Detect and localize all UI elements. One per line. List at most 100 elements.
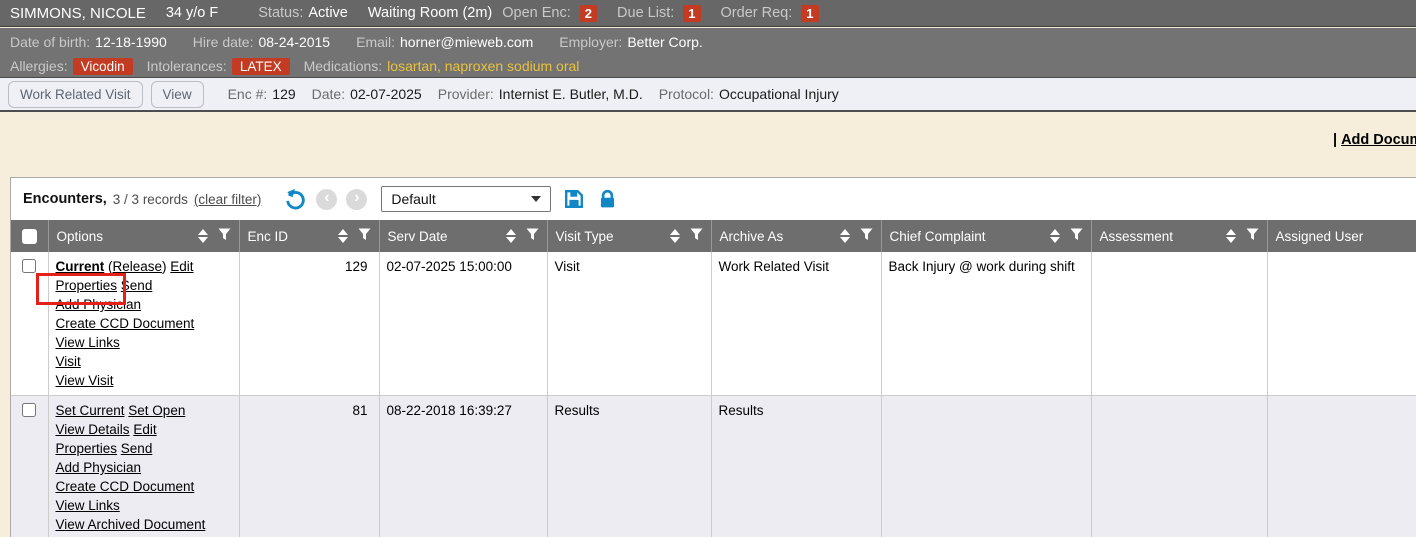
- column-label: Archive As: [719, 228, 784, 244]
- save-icon: [565, 190, 584, 208]
- cell-assessment: [1091, 252, 1268, 396]
- edit-link[interactable]: Edit: [170, 259, 194, 274]
- create-ccd-document-link[interactable]: Create CCD Document: [55, 479, 195, 494]
- options-line: Create CCD Document: [56, 314, 232, 333]
- allergies-label: Allergies:: [10, 58, 68, 74]
- create-ccd-document-link[interactable]: Create CCD Document: [55, 316, 195, 331]
- hire-date-value: 08-24-2015: [258, 34, 331, 50]
- filter-funnel-icon[interactable]: [1246, 228, 1259, 244]
- view-dropdown[interactable]: Default: [381, 186, 552, 212]
- current-link[interactable]: Current: [55, 259, 105, 274]
- order-req-count-badge[interactable]: 1: [801, 4, 819, 22]
- clear-filter-link[interactable]: (clear filter): [193, 191, 262, 207]
- view-links-link[interactable]: View Links: [55, 335, 120, 350]
- send-link[interactable]: Send: [120, 278, 153, 293]
- patient-age-sex: 34 y/o F: [165, 5, 219, 21]
- next-page-button[interactable]: ›: [346, 188, 368, 210]
- filter-funnel-icon[interactable]: [1070, 228, 1083, 244]
- sort-icon[interactable]: [337, 229, 348, 243]
- waiting-room-link[interactable]: Waiting Room (2m): [367, 5, 493, 21]
- sort-icon[interactable]: [669, 229, 680, 243]
- row-checkbox[interactable]: [22, 259, 37, 273]
- previous-page-button[interactable]: ‹: [316, 188, 338, 210]
- filter-funnel-icon[interactable]: [690, 228, 703, 244]
- lock-view-button[interactable]: [597, 188, 618, 210]
- patient-name: SIMMONS, NICOLE: [10, 4, 146, 22]
- release-link[interactable]: Release: [112, 259, 163, 274]
- email-value: horner@mieweb.com: [400, 34, 534, 50]
- sort-icon[interactable]: [197, 229, 208, 243]
- view-links-link[interactable]: View Links: [55, 498, 120, 513]
- sort-icon[interactable]: [505, 229, 516, 243]
- view-button[interactable]: View: [150, 80, 204, 108]
- column-header-assessment[interactable]: Assessment: [1091, 220, 1268, 252]
- intolerance-badge[interactable]: LATEX: [231, 57, 290, 75]
- set-current-link[interactable]: Set Current: [55, 403, 125, 418]
- patient-header-bar: SIMMONS, NICOLE 34 y/o F Status: Active W…: [0, 0, 1416, 27]
- filter-funnel-icon[interactable]: [526, 228, 539, 244]
- cell-options: Set Current Set Open View Details Edit Pro…: [48, 395, 240, 537]
- cell-assessment: [1091, 395, 1268, 537]
- work-related-visit-button[interactable]: Work Related Visit: [8, 80, 143, 108]
- add-document-separator: |: [1333, 132, 1338, 148]
- encounter-toolbar: Work Related Visit View Enc #: 129 Date: 0…: [0, 78, 1416, 112]
- sort-icon[interactable]: [839, 229, 850, 243]
- table-row: Set Current Set Open View Details Edit Pro…: [11, 395, 1416, 537]
- cell-assigned-user: [1267, 252, 1416, 396]
- due-list-count-badge[interactable]: 1: [683, 4, 701, 22]
- add-document-link[interactable]: Add Document: [1341, 132, 1416, 148]
- column-header-enc-id[interactable]: Enc ID: [239, 220, 380, 252]
- visit-link[interactable]: Visit: [55, 354, 81, 369]
- column-label: Assigned User: [1275, 228, 1364, 244]
- sort-icon[interactable]: [1049, 229, 1060, 243]
- column-label: Assessment: [1099, 228, 1174, 244]
- filter-funnel-icon[interactable]: [860, 228, 873, 244]
- send-link[interactable]: Send: [120, 441, 153, 456]
- set-open-link[interactable]: Set Open: [128, 403, 186, 418]
- filter-funnel-icon[interactable]: [218, 228, 231, 244]
- refresh-button[interactable]: [285, 188, 307, 210]
- provider-label: Provider:: [437, 86, 494, 102]
- enc-date-value: 02-07-2025: [350, 86, 422, 102]
- filter-funnel-icon[interactable]: [358, 228, 371, 244]
- options-line: Properties Send: [56, 276, 232, 295]
- encounters-panel-header: Encounters, 3 / 3 records (clear filter)…: [11, 178, 1416, 220]
- row-checkbox[interactable]: [22, 403, 37, 417]
- table-header-row: Options Enc ID Serv Date Visit Type Archive …: [11, 220, 1416, 252]
- options-line: View Archived Document: [56, 515, 232, 534]
- medications-value[interactable]: losartan, naproxen sodium oral: [387, 58, 580, 74]
- order-req-group: Order Req: 1: [721, 4, 819, 22]
- options-line: View Links: [56, 333, 232, 352]
- column-header-serv-date[interactable]: Serv Date: [379, 220, 548, 252]
- add-physician-link[interactable]: Add Physician: [55, 297, 142, 312]
- cell-serv-date: 02-07-2025 15:00:00: [379, 252, 548, 396]
- medications-label: Medications:: [303, 58, 383, 74]
- view-archived-document-link[interactable]: View Archived Document: [55, 517, 206, 532]
- refresh-icon: [286, 188, 306, 210]
- options-text: (: [104, 259, 113, 274]
- sort-icon[interactable]: [1225, 229, 1236, 243]
- add-physician-link[interactable]: Add Physician: [55, 460, 142, 475]
- cell-assigned-user: [1267, 395, 1416, 537]
- properties-link[interactable]: Properties: [55, 278, 118, 293]
- options-line: View Details Edit: [56, 420, 232, 439]
- properties-link[interactable]: Properties: [55, 441, 118, 456]
- cell-chief-complaint: Back Injury @ work during shift: [881, 252, 1092, 396]
- column-header-assigned-user[interactable]: Assigned User: [1267, 220, 1416, 252]
- select-all-checkbox[interactable]: [21, 228, 37, 244]
- intolerances-label: Intolerances:: [146, 58, 227, 74]
- column-header-chief-complaint[interactable]: Chief Complaint: [881, 220, 1092, 252]
- allergy-badge[interactable]: Vicodin: [72, 57, 133, 75]
- column-header-visit-type[interactable]: Visit Type: [547, 220, 712, 252]
- due-list-group: Due List: 1: [617, 4, 701, 22]
- column-header-options[interactable]: Options: [48, 220, 240, 252]
- chevron-right-icon: ›: [354, 189, 360, 206]
- open-enc-count-badge[interactable]: 2: [579, 4, 598, 22]
- column-label: Enc ID: [247, 228, 289, 244]
- options-text: ): [162, 259, 171, 274]
- edit-link[interactable]: Edit: [133, 422, 157, 437]
- view-details-link[interactable]: View Details: [55, 422, 130, 437]
- column-header-archive-as[interactable]: Archive As: [711, 220, 882, 252]
- save-view-button[interactable]: [563, 188, 585, 210]
- view-visit-link[interactable]: View Visit: [55, 373, 114, 388]
